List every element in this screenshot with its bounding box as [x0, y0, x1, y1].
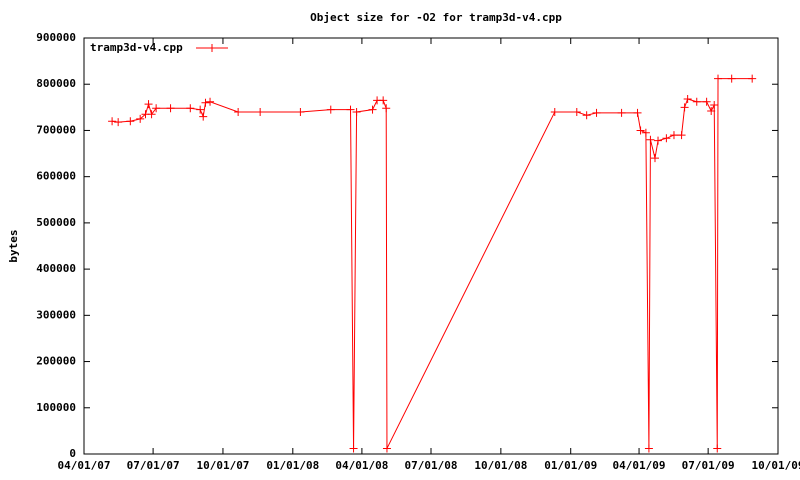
point-marker — [147, 110, 156, 119]
point-marker — [326, 105, 335, 114]
point-marker — [633, 108, 642, 117]
point-marker — [641, 128, 650, 137]
y-axis-label: bytes — [7, 229, 20, 262]
point-marker — [582, 111, 591, 120]
y-tick-label: 400000 — [36, 262, 76, 275]
point-marker — [296, 107, 305, 116]
point-marker — [654, 136, 663, 145]
x-tick-label: 04/01/09 — [613, 459, 666, 472]
point-marker — [572, 107, 581, 116]
x-tick-label: 01/01/08 — [266, 459, 319, 472]
point-marker — [352, 107, 361, 116]
y-tick-label: 700000 — [36, 123, 76, 136]
point-marker — [650, 154, 659, 163]
point-marker — [692, 97, 701, 106]
point-marker — [710, 101, 719, 110]
x-tick-label: 10/01/07 — [196, 459, 249, 472]
point-marker — [136, 114, 145, 123]
point-marker — [166, 104, 175, 113]
point-marker — [727, 74, 736, 83]
point-marker — [382, 444, 391, 453]
point-marker — [108, 117, 117, 126]
point-marker — [669, 131, 678, 140]
point-marker — [680, 103, 689, 112]
x-tick-label: 07/01/09 — [682, 459, 735, 472]
point-marker — [144, 100, 153, 109]
y-tick-label: 100000 — [36, 401, 76, 414]
point-marker — [662, 134, 671, 143]
y-tick-label: 200000 — [36, 355, 76, 368]
point-marker — [152, 104, 161, 113]
point-marker — [748, 74, 757, 83]
point-marker — [114, 118, 123, 127]
y-tick-label: 500000 — [36, 216, 76, 229]
point-marker — [349, 444, 358, 453]
point-marker — [256, 107, 265, 116]
y-tick-label: 300000 — [36, 308, 76, 321]
point-marker — [714, 74, 723, 83]
x-tick-label: 07/01/08 — [405, 459, 458, 472]
point-marker — [382, 104, 391, 113]
point-marker — [201, 98, 210, 107]
point-marker — [379, 96, 388, 105]
point-marker — [646, 135, 655, 144]
point-marker — [126, 117, 135, 126]
point-marker — [368, 105, 377, 114]
chart-title: Object size for -O2 for tramp3d-v4.cpp — [310, 11, 562, 24]
y-tick-label: 600000 — [36, 170, 76, 183]
point-marker — [592, 108, 601, 117]
point-marker — [707, 107, 716, 116]
point-marker — [234, 107, 243, 116]
point-marker — [677, 131, 686, 140]
x-tick-label: 04/01/08 — [335, 459, 388, 472]
point-marker — [199, 112, 208, 121]
point-marker — [713, 444, 722, 453]
y-tick-label: 0 — [69, 447, 76, 460]
point-marker — [196, 105, 205, 114]
y-tick-label: 800000 — [36, 77, 76, 90]
point-marker — [702, 97, 711, 106]
legend-marker — [208, 44, 216, 52]
x-tick-label: 07/01/07 — [127, 459, 180, 472]
point-marker — [550, 107, 559, 116]
point-marker — [186, 104, 195, 113]
x-tick-label: 04/01/07 — [58, 459, 111, 472]
point-marker — [346, 105, 355, 114]
point-marker — [206, 97, 215, 106]
x-tick-label: 01/01/09 — [544, 459, 597, 472]
point-marker — [636, 126, 645, 135]
x-tick-label: 10/01/08 — [474, 459, 527, 472]
point-marker — [683, 95, 692, 104]
point-marker — [644, 444, 653, 453]
legend-label: tramp3d-v4.cpp — [90, 41, 183, 54]
x-tick-label: 10/01/09 — [752, 459, 800, 472]
point-marker — [617, 108, 626, 117]
y-tick-label: 900000 — [36, 31, 76, 44]
